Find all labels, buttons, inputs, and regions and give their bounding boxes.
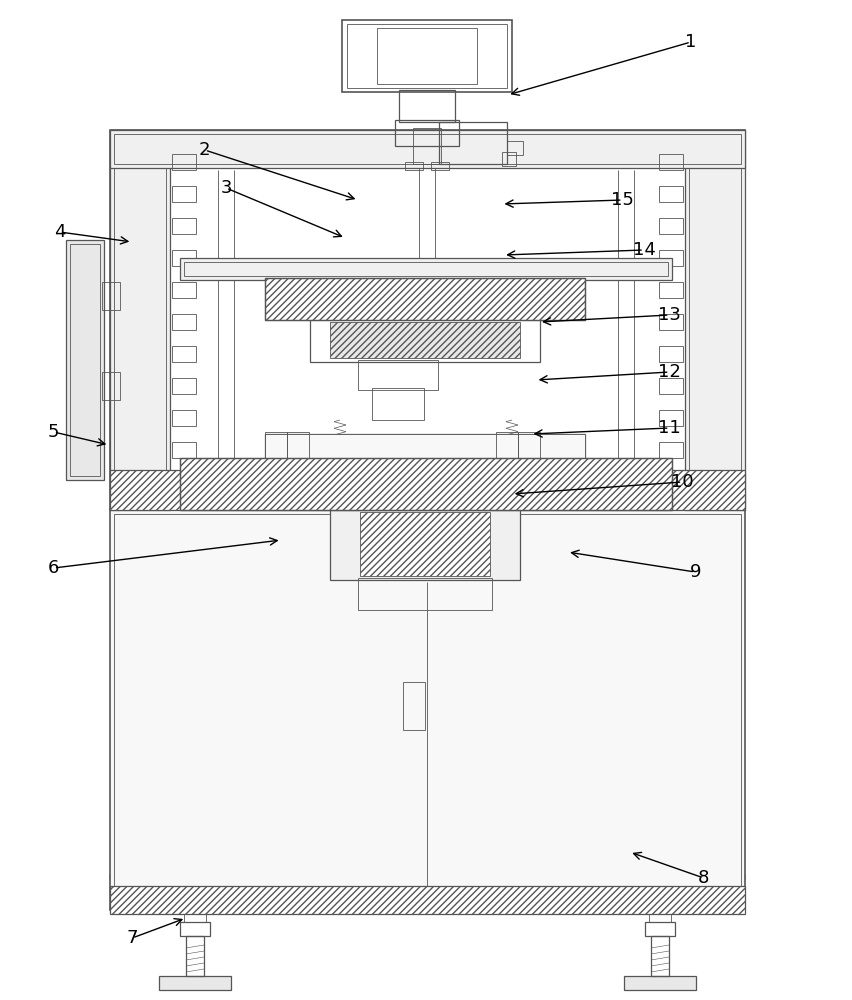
Bar bbox=[265, 278, 584, 320]
Bar bbox=[659, 154, 682, 170]
Bar bbox=[184, 262, 667, 276]
Text: 10: 10 bbox=[671, 473, 693, 491]
Bar bbox=[172, 442, 196, 458]
Bar bbox=[402, 682, 424, 730]
Bar bbox=[110, 470, 744, 510]
Text: 12: 12 bbox=[658, 363, 680, 381]
Bar bbox=[172, 250, 196, 266]
Bar bbox=[110, 510, 744, 910]
Bar bbox=[285, 298, 302, 316]
Bar bbox=[358, 578, 492, 610]
Text: 3: 3 bbox=[220, 179, 232, 197]
Text: 9: 9 bbox=[688, 563, 700, 581]
Bar bbox=[180, 922, 210, 936]
Text: 11: 11 bbox=[658, 419, 680, 437]
Bar bbox=[684, 130, 744, 510]
Bar bbox=[659, 442, 682, 458]
Bar bbox=[430, 162, 448, 170]
Bar bbox=[184, 912, 206, 922]
Bar bbox=[265, 432, 286, 462]
Bar bbox=[172, 218, 196, 234]
Bar bbox=[265, 298, 283, 316]
Bar bbox=[342, 20, 511, 92]
Bar bbox=[110, 130, 744, 510]
Bar bbox=[114, 134, 740, 164]
Bar bbox=[659, 282, 682, 298]
Bar bbox=[66, 240, 104, 480]
Bar bbox=[172, 282, 196, 298]
Bar bbox=[110, 130, 170, 510]
Bar bbox=[158, 976, 231, 990]
Text: 6: 6 bbox=[48, 559, 60, 577]
Bar bbox=[624, 976, 695, 990]
Bar bbox=[172, 346, 196, 362]
Bar bbox=[110, 886, 744, 914]
Bar bbox=[412, 128, 440, 164]
Bar bbox=[102, 282, 120, 310]
Bar bbox=[180, 258, 671, 280]
Bar bbox=[517, 432, 539, 462]
Bar bbox=[659, 250, 682, 266]
Text: 15: 15 bbox=[611, 191, 633, 209]
Bar bbox=[648, 912, 671, 922]
Bar bbox=[659, 474, 682, 490]
Text: 1: 1 bbox=[684, 33, 696, 51]
Text: 4: 4 bbox=[54, 223, 66, 241]
Bar bbox=[659, 346, 682, 362]
Bar bbox=[309, 318, 539, 362]
Bar bbox=[418, 168, 435, 258]
Bar bbox=[358, 360, 437, 390]
Bar bbox=[330, 322, 520, 358]
Bar bbox=[114, 134, 166, 506]
Bar bbox=[172, 186, 196, 202]
Bar bbox=[659, 378, 682, 394]
Bar bbox=[659, 186, 682, 202]
Bar bbox=[688, 134, 740, 506]
Bar bbox=[265, 278, 584, 320]
Bar bbox=[70, 244, 100, 476]
Bar bbox=[659, 410, 682, 426]
Bar bbox=[439, 122, 506, 164]
Bar bbox=[110, 130, 744, 168]
Bar bbox=[186, 936, 204, 976]
Bar bbox=[347, 24, 506, 88]
Text: 5: 5 bbox=[48, 423, 60, 441]
Bar bbox=[330, 508, 520, 580]
Bar bbox=[102, 372, 120, 400]
Bar bbox=[650, 936, 668, 976]
Bar bbox=[506, 141, 522, 155]
Bar bbox=[114, 514, 740, 906]
Bar bbox=[172, 154, 196, 170]
Bar bbox=[499, 298, 517, 316]
Text: 14: 14 bbox=[632, 241, 654, 259]
Text: 8: 8 bbox=[697, 869, 709, 887]
Bar bbox=[399, 90, 454, 122]
Bar bbox=[286, 432, 308, 462]
Bar bbox=[371, 388, 423, 420]
Bar bbox=[659, 218, 682, 234]
Bar bbox=[659, 314, 682, 330]
Bar bbox=[172, 314, 196, 330]
Bar bbox=[172, 378, 196, 394]
Bar bbox=[170, 130, 684, 510]
Bar bbox=[520, 298, 538, 316]
Bar bbox=[405, 162, 423, 170]
Text: 2: 2 bbox=[199, 141, 210, 159]
Bar bbox=[265, 434, 584, 460]
Bar bbox=[502, 152, 515, 166]
Text: 13: 13 bbox=[658, 306, 680, 324]
Bar bbox=[180, 458, 671, 510]
Bar bbox=[265, 434, 584, 460]
Bar bbox=[377, 28, 476, 84]
Bar bbox=[394, 120, 458, 146]
Bar bbox=[360, 512, 489, 576]
Bar bbox=[644, 922, 674, 936]
Bar bbox=[495, 432, 517, 462]
Bar bbox=[180, 458, 671, 510]
Bar bbox=[172, 410, 196, 426]
Text: 7: 7 bbox=[126, 929, 138, 947]
Bar bbox=[172, 474, 196, 490]
